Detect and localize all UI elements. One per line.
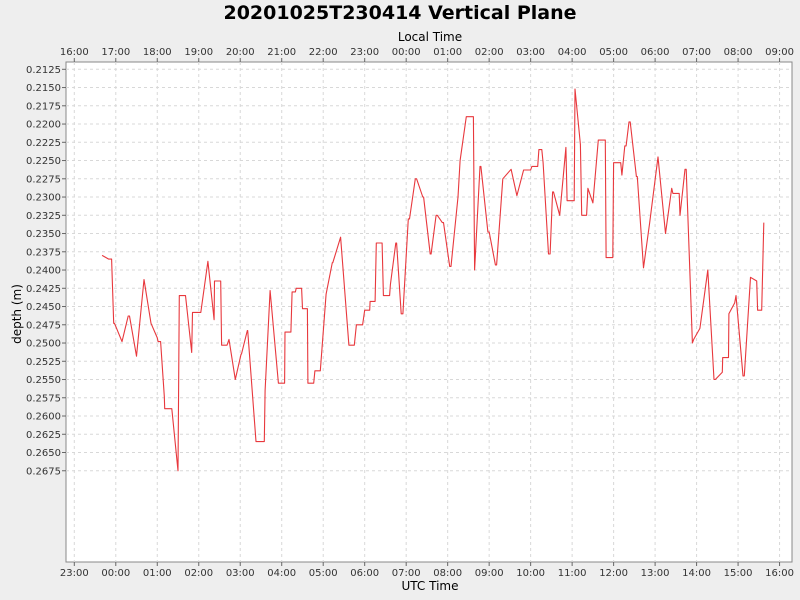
y-tick-label: 0.2250 [26,156,61,167]
top-tick-label: 18:00 [143,47,172,58]
y-tick-label: 0.2375 [26,247,61,258]
y-tick-label: 0.2575 [26,393,61,404]
top-tick-label: 03:00 [516,47,545,58]
y-tick-label: 0.2675 [26,466,61,477]
x-tick-label: 16:00 [765,568,794,579]
x-tick-label: 06:00 [350,568,379,579]
top-tick-label: 21:00 [267,47,296,58]
y-tick-label: 0.2175 [26,101,61,112]
y-tick-label: 0.2350 [26,229,61,240]
x-tick-label: 05:00 [309,568,338,579]
top-tick-label: 06:00 [641,47,670,58]
y-tick-label: 0.2550 [26,375,61,386]
top-tick-label: 19:00 [184,47,213,58]
grid-lines [66,62,792,562]
x-tick-label: 12:00 [599,568,628,579]
top-tick-label: 08:00 [724,47,753,58]
plot-area [65,61,793,563]
top-tick-label: 02:00 [475,47,504,58]
y-tick-label: 0.2625 [26,430,61,441]
y-tick-label: 0.2275 [26,174,61,185]
top-tick-label: 04:00 [558,47,587,58]
y-tick-label: 0.2225 [26,138,61,149]
y-axis-title: depth (m) [10,284,24,344]
top-tick-label: 22:00 [309,47,338,58]
x-tick-label: 15:00 [724,568,753,579]
x-tick-label: 01:00 [143,568,172,579]
y-tick-label: 0.2650 [26,448,61,459]
y-tick-label: 0.2600 [26,412,61,423]
y-tick-label: 0.2425 [26,284,61,295]
x-tick-label: 03:00 [226,568,255,579]
top-tick-label: 23:00 [350,47,379,58]
x-tick-label: 02:00 [184,568,213,579]
top-axis-title: Local Time [398,30,462,44]
top-tick-label: 07:00 [682,47,711,58]
x-tick-label: 14:00 [682,568,711,579]
y-tick-label: 0.2200 [26,120,61,131]
y-tick-label: 0.2475 [26,320,61,331]
depth-series-line [101,88,765,472]
y-tick-label: 0.2450 [26,302,61,313]
top-tick-label: 09:00 [765,47,794,58]
y-tick-label: 0.2300 [26,193,61,204]
x-tick-label: 11:00 [558,568,587,579]
chart-title: 20201025T230414 Vertical Plane [223,2,576,24]
y-tick-label: 0.2125 [26,65,61,76]
x-tick-label: 00:00 [101,568,130,579]
y-tick-label: 0.2400 [26,266,61,277]
x-tick-label: 08:00 [433,568,462,579]
x-tick-label: 04:00 [267,568,296,579]
x-tick-label: 23:00 [60,568,89,579]
x-tick-label: 10:00 [516,568,545,579]
top-tick-label: 00:00 [392,47,421,58]
x-tick-label: 13:00 [641,568,670,579]
y-tick-label: 0.2500 [26,339,61,350]
y-tick-label: 0.2150 [26,83,61,94]
axis-ticks: 0.2125 0.2150 0.2175 0.2200 0.2225 0.2250 0.22… [26,47,794,579]
top-tick-label: 16:00 [60,47,89,58]
x-tick-label: 07:00 [392,568,421,579]
y-tick-label: 0.2325 [26,211,61,222]
top-tick-label: 05:00 [599,47,628,58]
top-tick-label: 20:00 [226,47,255,58]
top-tick-label: 17:00 [101,47,130,58]
x-tick-label: 09:00 [475,568,504,579]
bottom-axis-title: UTC Time [402,579,459,593]
series-group [101,88,765,472]
y-tick-label: 0.2525 [26,357,61,368]
top-tick-label: 01:00 [433,47,462,58]
